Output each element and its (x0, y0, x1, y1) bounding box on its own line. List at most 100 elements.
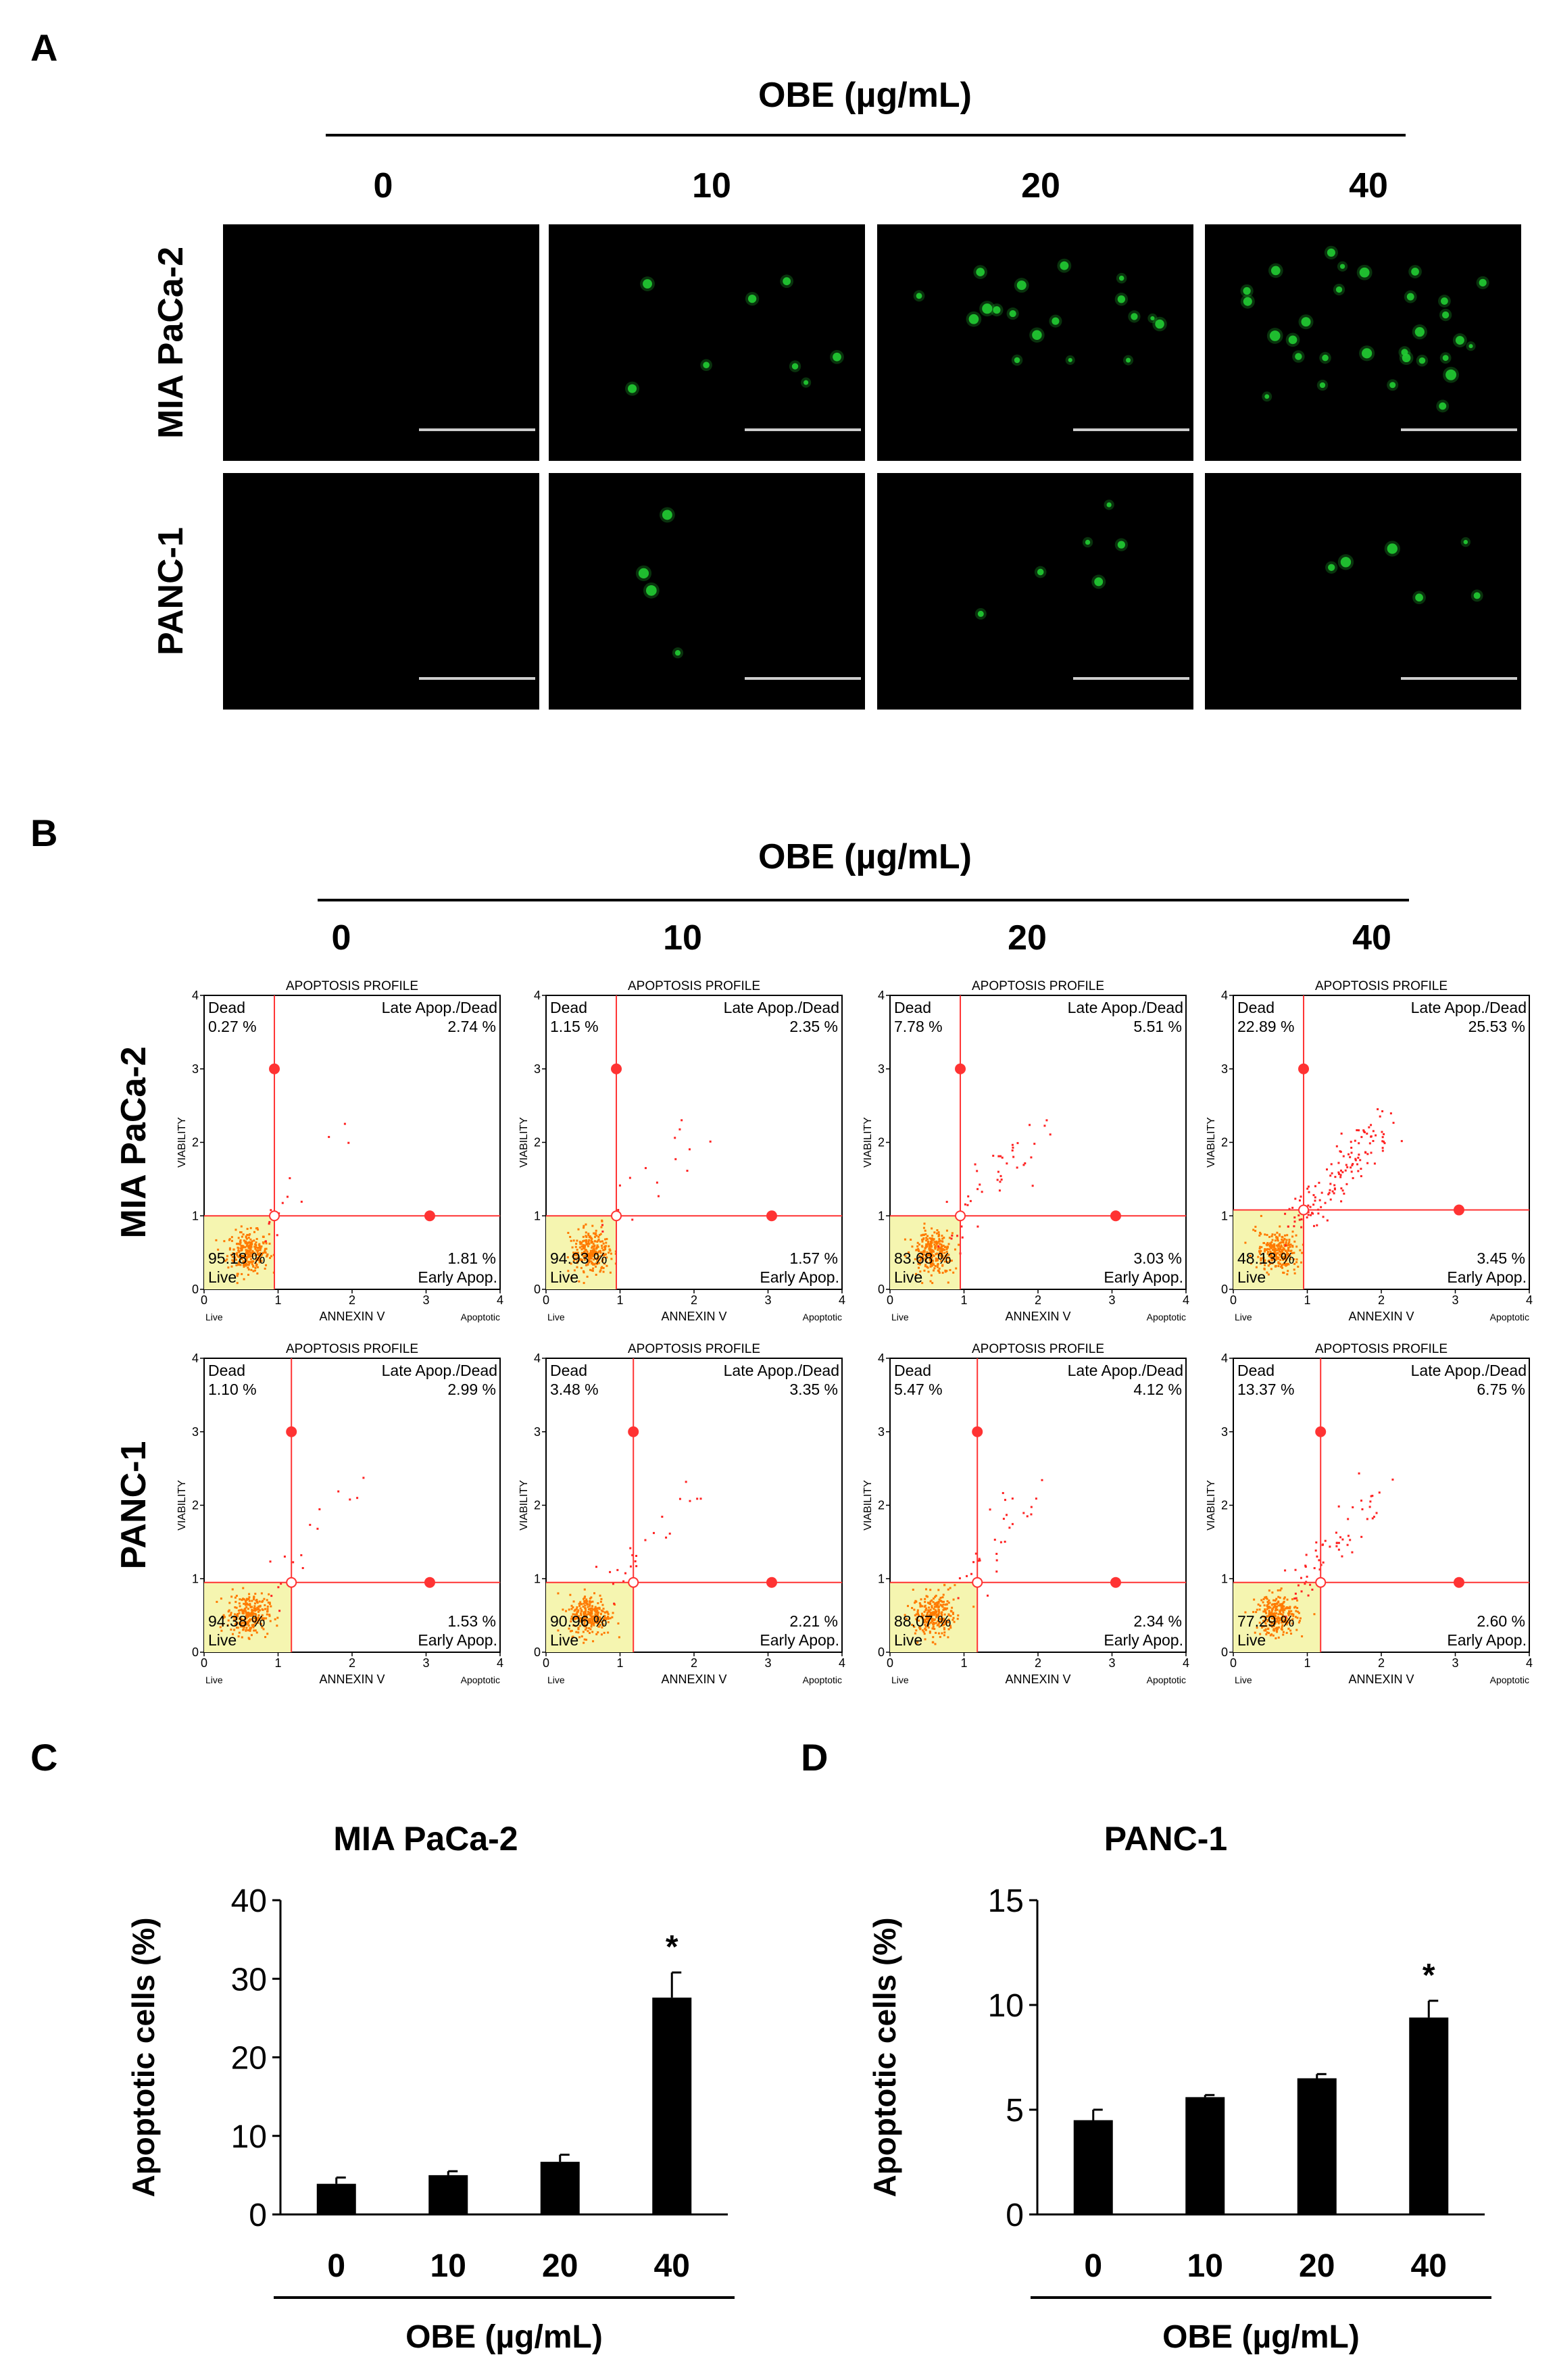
live-event-dot (247, 1264, 250, 1266)
live-event-dot (929, 1254, 931, 1257)
gate-handle-top (1315, 1426, 1327, 1437)
live-event-dot (266, 1599, 268, 1602)
live-event-dot (607, 1621, 610, 1624)
event-dot (356, 1497, 359, 1499)
event-dot (1347, 1535, 1350, 1537)
live-event-dot (1298, 1620, 1301, 1622)
live-event-dot (940, 1615, 943, 1618)
live-event-dot (603, 1631, 606, 1634)
live-event-dot (1268, 1606, 1270, 1608)
event-dot (1378, 1491, 1381, 1494)
live-event-dot (593, 1232, 595, 1235)
gate-handle-top (286, 1426, 297, 1437)
live-event-dot (248, 1241, 251, 1243)
live-event-dot (930, 1245, 933, 1248)
x-tick-label: 4 (1526, 1293, 1533, 1307)
live-event-dot (251, 1612, 254, 1615)
live-event-dot (609, 1249, 612, 1252)
live-event-dot (1244, 1611, 1247, 1614)
quadrant-late-label: Late Apop./Dead (1411, 999, 1527, 1016)
live-event-dot (578, 1241, 581, 1243)
quadrant-dead-value: 1.10 % (208, 1381, 257, 1398)
live-event-dot (243, 1598, 245, 1601)
gate-handle-top (269, 1063, 280, 1074)
live-event-dot (594, 1606, 597, 1608)
event-dot (316, 1527, 319, 1530)
event-dot (609, 1570, 612, 1573)
live-event-dot (595, 1621, 597, 1624)
live-event-dot (249, 1242, 252, 1245)
live-event-dot (1253, 1598, 1256, 1601)
live-event-dot (257, 1614, 260, 1616)
live-event-dot (1268, 1589, 1270, 1592)
live-event-dot (932, 1625, 935, 1628)
live-event-dot (1275, 1620, 1277, 1622)
live-event-dot (1279, 1259, 1282, 1262)
quadrant-dead-label: Dead (894, 1362, 931, 1379)
live-event-dot (227, 1266, 230, 1269)
fluorescent-cell (1009, 309, 1016, 318)
event-dot (1383, 1133, 1385, 1135)
live-event-dot (937, 1589, 940, 1591)
live-event-dot (579, 1612, 582, 1615)
live-event-dot (264, 1251, 267, 1254)
live-event-dot (924, 1245, 927, 1247)
x-tick-label: 3 (422, 1293, 429, 1307)
live-event-dot (236, 1251, 239, 1254)
event-dot (1011, 1149, 1014, 1152)
live-event-dot (246, 1604, 249, 1606)
live-event-dot (598, 1616, 601, 1619)
y-tick-label: 4 (878, 1352, 885, 1365)
live-event-dot (242, 1625, 245, 1627)
event-dot (1381, 1131, 1383, 1133)
live-event-dot (593, 1252, 596, 1255)
live-event-dot (943, 1617, 945, 1620)
live-event-dot (937, 1620, 939, 1622)
live-event-dot (578, 1602, 580, 1605)
event-dot (1340, 1200, 1343, 1203)
x-tick-label: 2 (1035, 1656, 1041, 1670)
live-event-dot (1257, 1256, 1260, 1258)
live-event-dot (247, 1268, 250, 1271)
live-event-dot (933, 1611, 936, 1614)
live-event-dot (252, 1260, 255, 1262)
event-dot (281, 1201, 284, 1204)
live-event-dot (588, 1239, 591, 1241)
live-event-dot (600, 1226, 603, 1229)
live-event-dot (583, 1602, 585, 1605)
live-event-dot (947, 1636, 949, 1639)
live-event-dot (245, 1260, 247, 1263)
fluorescent-cell (1032, 330, 1042, 341)
live-event-dot (1267, 1628, 1270, 1631)
live-event-dot (585, 1223, 587, 1226)
live-event-dot (1273, 1246, 1276, 1249)
live-region (1233, 1582, 1321, 1652)
live-event-dot (942, 1603, 945, 1606)
live-event-dot (935, 1631, 937, 1634)
live-event-dot (268, 1593, 270, 1595)
live-event-dot (950, 1610, 953, 1612)
live-event-dot (599, 1233, 602, 1235)
live-event-dot (247, 1256, 250, 1258)
event-dot (1331, 1190, 1334, 1193)
quadrant-early-label: Early Apop. (760, 1268, 839, 1286)
live-event-dot (265, 1617, 268, 1620)
live-event-dot (602, 1242, 605, 1245)
live-event-dot (599, 1240, 602, 1243)
event-dot (689, 1499, 691, 1502)
live-event-dot (254, 1602, 257, 1605)
live-event-dot (585, 1617, 588, 1620)
live-event-dot (596, 1252, 599, 1255)
event-dot (1324, 1539, 1327, 1542)
cell-line-label-b: PANC-1 (114, 1441, 153, 1570)
live-event-dot (1296, 1607, 1299, 1610)
live-event-dot (589, 1251, 592, 1254)
live-event-dot (255, 1264, 257, 1267)
live-event-dot (943, 1584, 946, 1587)
live-event-dot (1260, 1249, 1262, 1252)
live-event-dot (266, 1610, 269, 1613)
live-event-dot (593, 1610, 596, 1612)
live-event-dot (262, 1241, 264, 1244)
live-event-dot (922, 1226, 925, 1229)
fluorescent-cell (674, 650, 681, 656)
